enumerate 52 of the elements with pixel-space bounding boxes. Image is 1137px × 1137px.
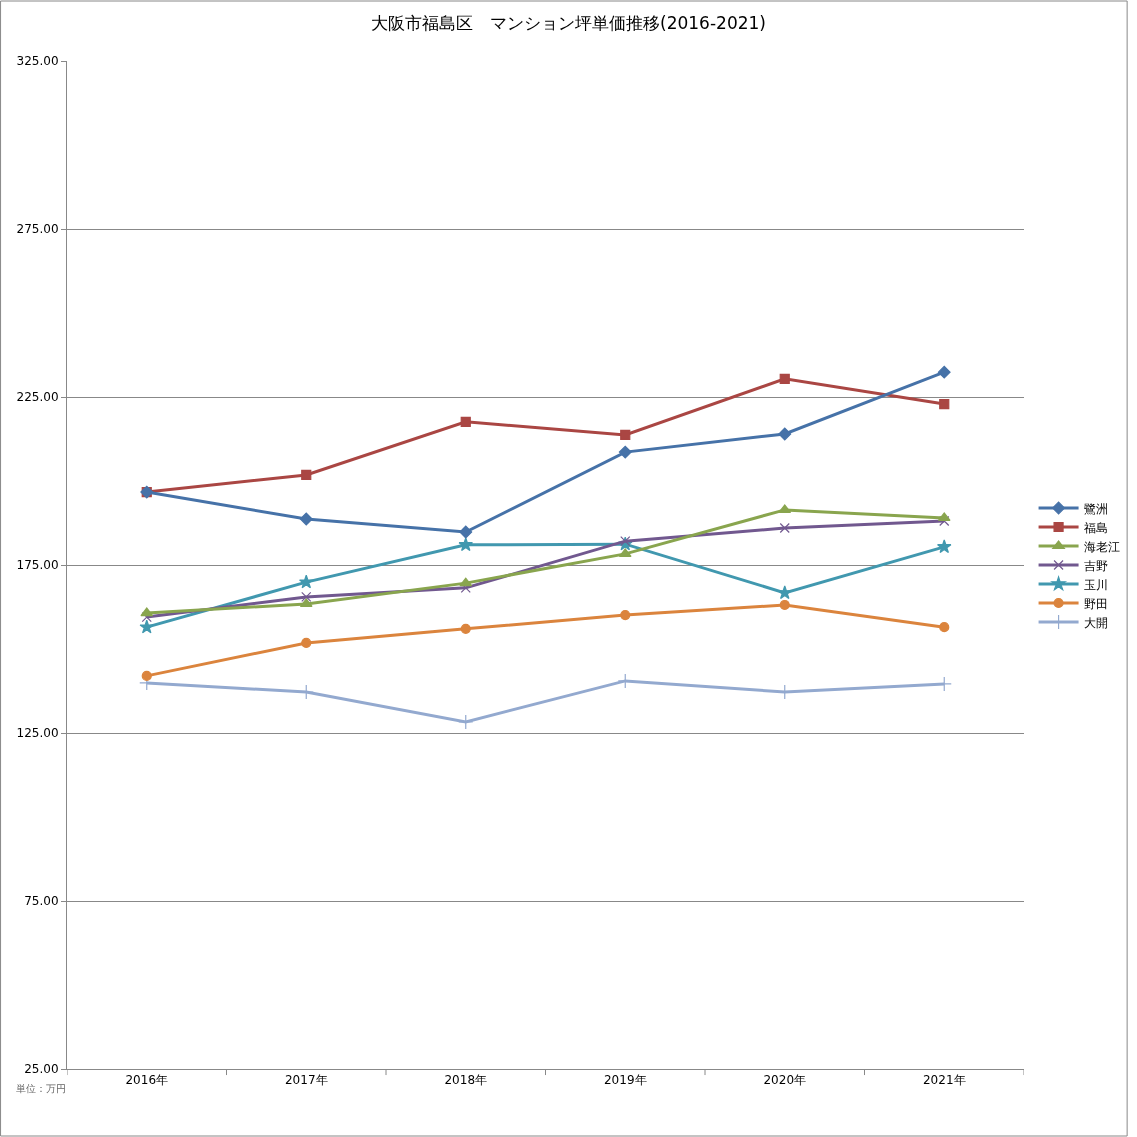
point [939,515,950,527]
point [939,398,950,410]
legend-label: 福島 [1083,520,1108,535]
point [301,637,312,649]
chart-title: 大阪市福島区 マンション坪単価推移(2016-2021) [371,12,766,33]
point [301,469,312,481]
y-tick-label: 325.00 [16,54,59,69]
x-tick-label: 2020年 [763,1073,807,1088]
point [460,623,471,634]
x-tick-label: 2016年 [125,1073,169,1088]
point [301,591,312,603]
legend-label: 大開 [1083,615,1108,630]
point [778,427,792,441]
point [299,512,313,526]
point [618,445,632,459]
point [298,574,314,589]
y-tick-label: 25.00 [24,1062,59,1077]
point [779,599,790,611]
point [936,539,952,554]
point [299,598,313,608]
point [620,609,631,621]
y-tick-label: 225.00 [16,390,59,405]
point [459,525,473,539]
legend-label: 吉野 [1083,558,1108,573]
point [779,373,790,384]
point [458,537,474,552]
point [459,577,473,587]
x-tick-label: 2018年 [444,1073,488,1088]
x-tick-label: 2021年 [922,1073,966,1088]
point [141,670,152,681]
point [937,512,951,522]
y-tick-label: 275.00 [16,222,59,237]
point [620,429,631,441]
point [939,622,950,633]
x-tick-label: 2019年 [603,1073,647,1088]
point [618,548,632,558]
y-tick-label: 75.00 [24,894,59,909]
point [140,607,154,617]
legend-label: 玉川 [1083,577,1108,592]
y-tick-label: 125.00 [16,726,59,741]
point [779,522,790,534]
legend-label: 野田 [1083,596,1108,611]
point [620,536,631,547]
point [937,365,951,379]
legend-label: 鷺洲 [1083,501,1108,516]
legend-label: 海老江 [1083,539,1120,554]
point [777,585,793,600]
point [460,416,471,427]
text: 単位：万円 [16,1083,66,1094]
y-tick-label: 175.00 [16,558,59,573]
point [458,714,474,730]
x-tick-label: 2017年 [284,1073,328,1088]
